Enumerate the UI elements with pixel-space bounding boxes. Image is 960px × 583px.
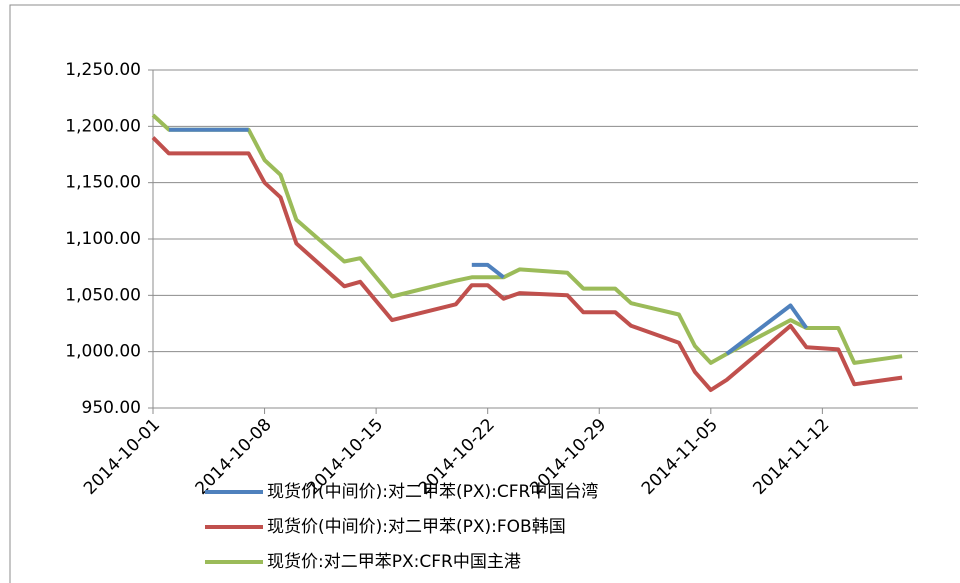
- y-tick-label: 1,050.00: [65, 285, 141, 305]
- y-tick-label: 1,250.00: [65, 60, 141, 80]
- chart-border: [9, 4, 960, 583]
- y-tick-label: 1,000.00: [65, 342, 141, 362]
- series-line: [168, 127, 809, 356]
- series-line: [151, 136, 903, 392]
- legend-label: 现货价(中间价):对二甲苯(PX):CFR中国台湾: [267, 482, 598, 502]
- y-tick-label: 1,150.00: [65, 173, 141, 193]
- y-tick-label: 1,100.00: [65, 229, 141, 249]
- y-tick-label: 1,200.00: [65, 116, 141, 136]
- y-tick-label: 950.00: [82, 398, 141, 418]
- legend-label: 现货价(中间价):对二甲苯(PX):FOB韩国: [267, 517, 566, 537]
- legend-label: 现货价:对二甲苯PX:CFR中国主港: [267, 552, 521, 572]
- series-line: [151, 113, 903, 365]
